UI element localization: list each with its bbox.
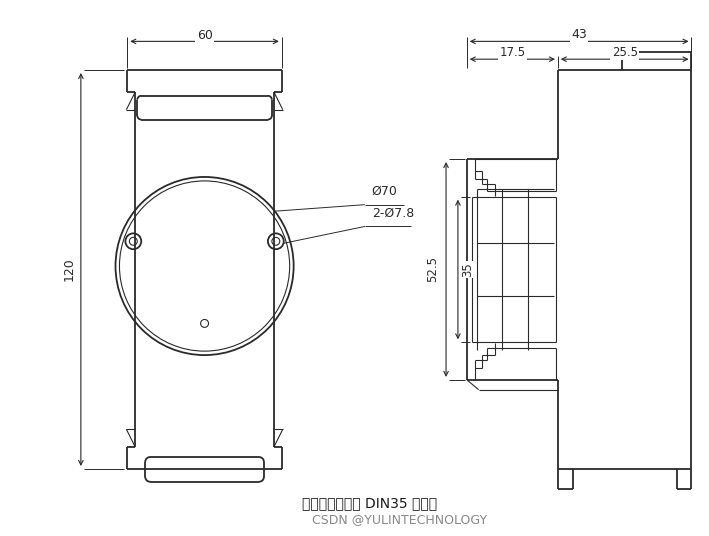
Text: 60: 60 <box>196 29 213 42</box>
Text: Ø70: Ø70 <box>372 185 398 198</box>
Text: 17.5: 17.5 <box>499 46 525 59</box>
Text: 25.5: 25.5 <box>612 46 637 59</box>
Text: 120: 120 <box>62 258 75 281</box>
Text: 43: 43 <box>571 28 587 41</box>
Text: CSDN @YULINTECHNOLOGY: CSDN @YULINTECHNOLOGY <box>312 513 487 526</box>
Text: 52.5: 52.5 <box>425 257 439 282</box>
Text: 35: 35 <box>462 262 474 277</box>
Text: 2-Ø7.8: 2-Ø7.8 <box>372 206 414 220</box>
Text: 可以安装在标准 DIN35 导轨上: 可以安装在标准 DIN35 导轨上 <box>302 496 437 510</box>
